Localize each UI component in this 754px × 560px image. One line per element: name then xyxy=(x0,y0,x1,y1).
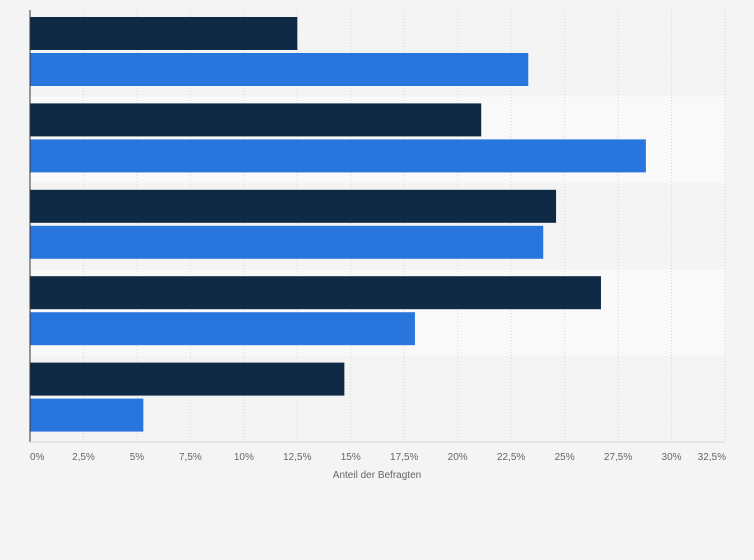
x-tick-labels: 0% 2,5% 5% 7,5% 10% 12,5% 15% 17,5% 20% 22,5% 25% 2… xyxy=(30,452,726,463)
x-tick-label: 27,5% xyxy=(604,452,632,463)
bar xyxy=(30,398,144,432)
bar xyxy=(30,139,646,173)
x-tick-label: 20% xyxy=(448,452,468,463)
bar xyxy=(30,225,544,259)
axes xyxy=(29,10,725,443)
x-tick-label: 22,5% xyxy=(497,452,525,463)
x-tick-label: 30% xyxy=(662,452,682,463)
bar xyxy=(30,103,482,137)
x-tick-label: 25% xyxy=(555,452,575,463)
x-tick-label: 12,5% xyxy=(283,452,311,463)
x-tick-label: 32,5% xyxy=(698,452,726,463)
bar xyxy=(30,276,601,310)
bar xyxy=(30,312,415,346)
x-tick-label: 0% xyxy=(30,452,45,463)
x-tick-label: 7,5% xyxy=(179,452,202,463)
bar xyxy=(30,362,345,396)
x-tick-label: 10% xyxy=(234,452,254,463)
bar xyxy=(30,17,298,50)
bars xyxy=(30,17,646,432)
x-axis-title: Anteil der Befragten xyxy=(333,470,421,481)
x-tick-label: 15% xyxy=(341,452,361,463)
x-tick-label: 2,5% xyxy=(72,452,95,463)
bar xyxy=(30,53,529,86)
x-tick-label: 17,5% xyxy=(390,452,418,463)
x-tick-label: 5% xyxy=(130,452,145,463)
bar xyxy=(30,189,557,223)
